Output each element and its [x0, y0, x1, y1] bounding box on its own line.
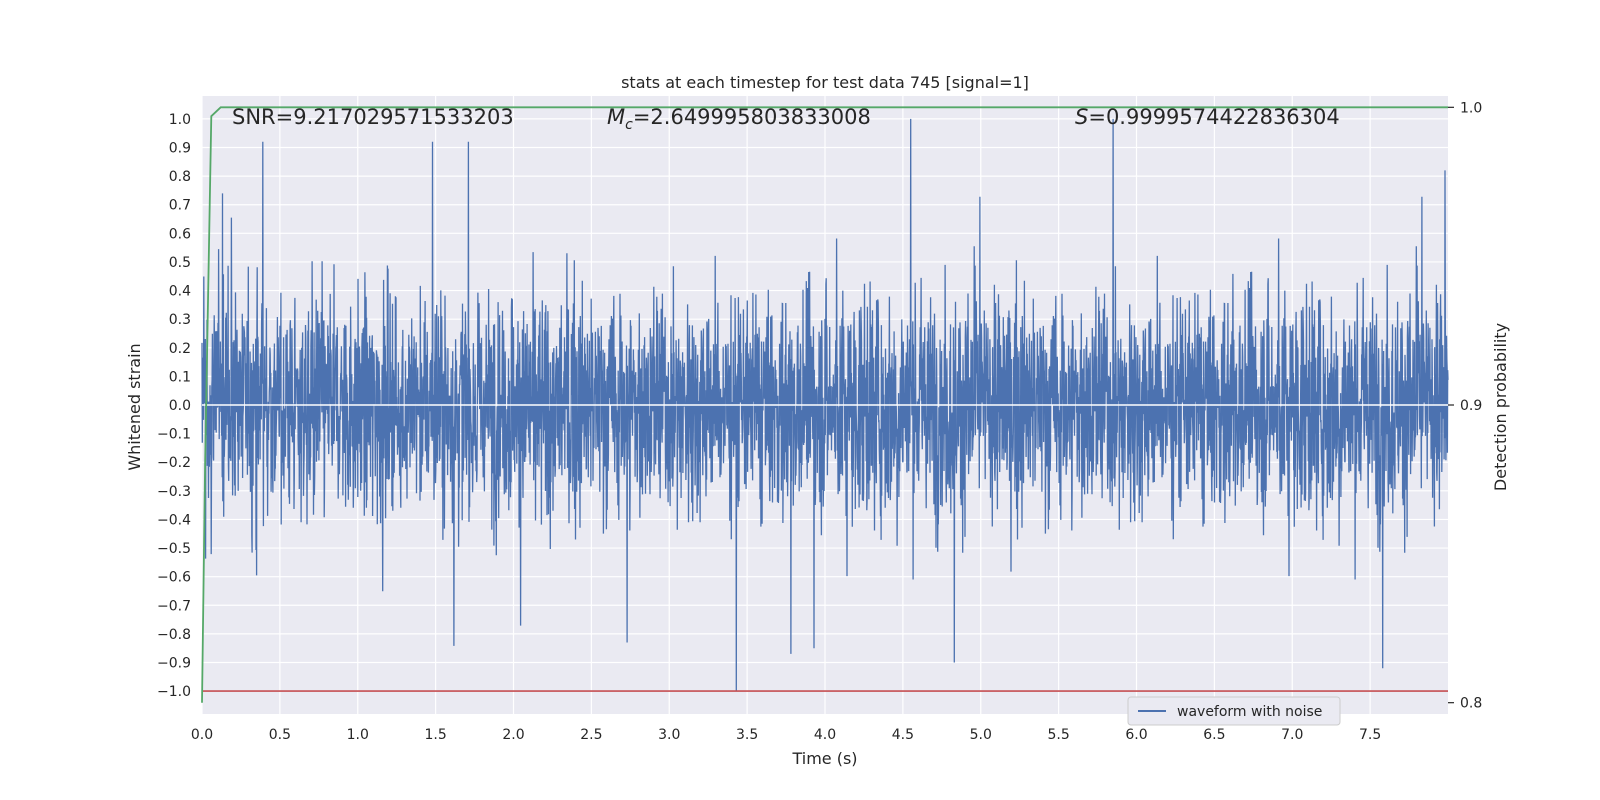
probability-line	[201, 106, 1448, 703]
s-annotation: S=0.9999574422836304	[1075, 105, 1340, 129]
y-tick-label: −0.7	[157, 598, 191, 614]
x-axis-label: Time (s)	[791, 749, 857, 768]
x-tick-labels: 0.0 0.5 1.0 1.5 2.0 2.5 3.0 3.5 4.0 4.5 5.0 5.5 6.0 6…	[191, 727, 1381, 743]
y-tick-label: 0.8	[169, 169, 191, 185]
y-tick-label: −0.6	[157, 570, 191, 586]
x-tick-label: 1.5	[424, 727, 446, 743]
x-tick-label: 2.5	[580, 727, 602, 743]
y-tick-label: 0.0	[169, 398, 191, 414]
x-tick-label: 5.5	[1047, 727, 1069, 743]
x-tick-label: 1.0	[347, 727, 369, 743]
legend: waveform with noise	[1127, 696, 1341, 726]
x-tick-label: 0.0	[191, 727, 213, 743]
y-tick-label: 0.4	[169, 284, 191, 300]
y-tick-label: 0.3	[169, 312, 191, 328]
s-symbol: S	[1075, 105, 1088, 129]
y-tick-label: −0.2	[157, 455, 191, 471]
chart-title: stats at each timestep for test data 745…	[621, 73, 1029, 92]
y-tick-label: 0.9	[169, 141, 191, 157]
y-tick-label: −1.0	[157, 684, 191, 700]
y-right-tick-label: 0.9	[1460, 398, 1482, 414]
x-tick-label: 3.0	[658, 727, 680, 743]
x-tick-label: 4.5	[892, 727, 914, 743]
x-tick-label: 6.0	[1125, 727, 1147, 743]
series-probability	[201, 106, 1448, 703]
mc-value: =2.649995803833008	[633, 105, 871, 129]
y-tick-label: −0.1	[157, 427, 191, 443]
series-waveform	[201, 118, 1449, 692]
y-tick-label: 0.2	[169, 341, 191, 357]
y-tick-label: 0.1	[169, 369, 191, 385]
y-right-tick-labels: 1.0 0.9 0.8	[1448, 100, 1482, 712]
y-right-tick-label: 0.8	[1460, 696, 1482, 712]
y-right-axis-label: Detection probability	[1491, 323, 1510, 491]
y-axis-label: Whitened strain	[125, 343, 144, 470]
y-tick-label: −0.8	[157, 627, 191, 643]
x-tick-label: 3.5	[736, 727, 758, 743]
y-tick-label: −0.5	[157, 541, 191, 557]
y-tick-label: 1.0	[169, 112, 191, 128]
y-tick-label: −0.3	[157, 484, 191, 500]
s-value: =0.9999574422836304	[1088, 105, 1339, 129]
x-tick-label: 7.5	[1359, 727, 1381, 743]
x-tick-label: 5.0	[970, 727, 992, 743]
y-tick-label: −0.4	[157, 512, 191, 528]
x-tick-label: 7.0	[1281, 727, 1303, 743]
x-tick-label: 4.0	[814, 727, 836, 743]
y-tick-label: 0.5	[169, 255, 191, 271]
x-tick-label: 0.5	[269, 727, 291, 743]
legend-label-waveform: waveform with noise	[1177, 704, 1322, 720]
x-tick-label: 2.0	[502, 727, 524, 743]
y-tick-label: −0.9	[157, 656, 191, 672]
y-right-tick-label: 1.0	[1460, 100, 1482, 116]
y-tick-label: 0.6	[169, 226, 191, 242]
legend-box	[1127, 696, 1341, 726]
chirp-mass-annotation: Mc=2.649995803833008	[607, 105, 871, 133]
y-tick-labels: 1.0 0.9 0.8 0.7 0.6 0.5 0.4 0.3 0.2 0.1 0.0 −0.1 −0.…	[157, 112, 191, 700]
x-tick-label: 6.5	[1203, 727, 1225, 743]
mc-subscript: c	[625, 117, 633, 133]
mc-symbol: M	[607, 105, 625, 129]
y-tick-label: 0.7	[169, 198, 191, 214]
waveform-line	[201, 118, 1449, 692]
snr-annotation: SNR=9.217029571533203	[232, 105, 514, 129]
